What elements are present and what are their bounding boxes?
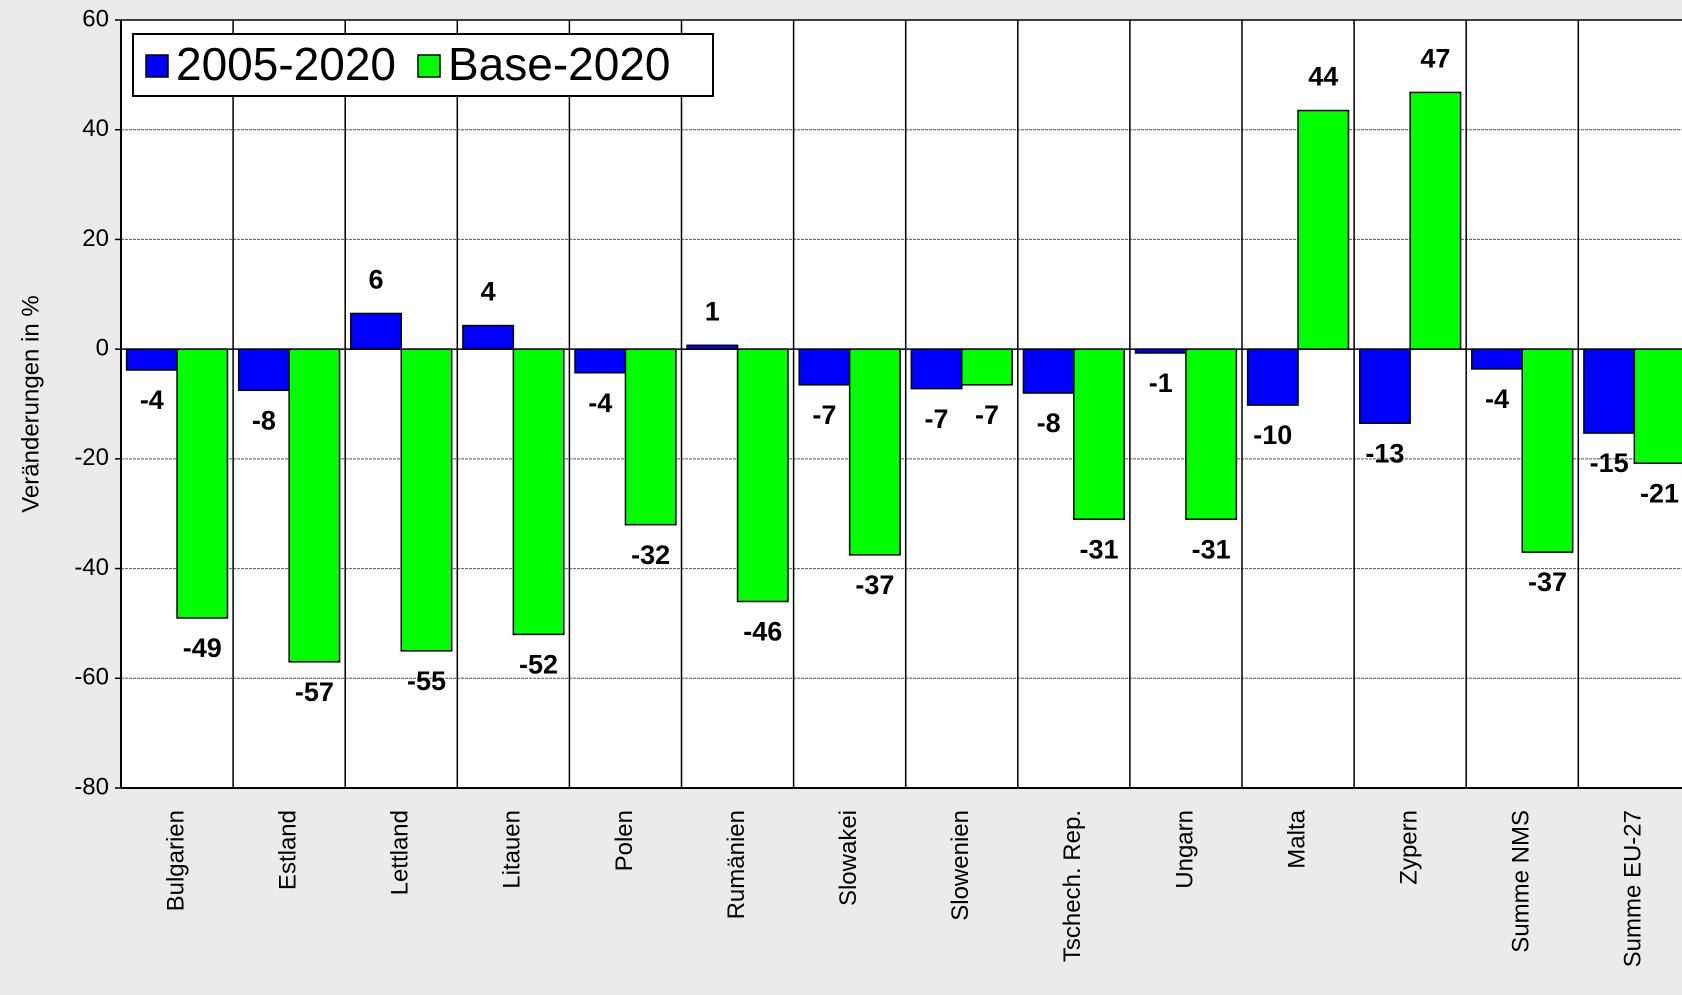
- data-label: -31: [1192, 534, 1231, 564]
- x-tick-label: Slowakei: [835, 810, 862, 906]
- data-label: -10: [1253, 420, 1292, 450]
- data-label: -4: [1485, 384, 1509, 414]
- data-label: -7: [812, 400, 836, 430]
- bar: [1185, 348, 1238, 520]
- bar: [961, 348, 1013, 386]
- data-label: -7: [925, 404, 949, 434]
- bar: [1409, 91, 1462, 350]
- bar: [848, 348, 901, 556]
- data-label: -8: [1037, 408, 1061, 438]
- bar: [1022, 348, 1075, 394]
- x-tick-label: Slowenien: [947, 810, 974, 921]
- x-tick-label: Summe EU-27: [1620, 810, 1647, 967]
- data-label: 44: [1308, 62, 1338, 92]
- x-tick-label: Zypern: [1395, 810, 1422, 885]
- data-label: -52: [519, 650, 558, 680]
- bar: [1633, 348, 1682, 464]
- legend: 2005-2020 Base-2020: [132, 33, 714, 97]
- y-tick-label: -60: [74, 664, 109, 691]
- y-tick-label: -80: [74, 773, 109, 800]
- data-label: -31: [1080, 534, 1119, 564]
- data-label: -21: [1640, 478, 1679, 508]
- bar: [288, 348, 341, 663]
- y-tick-label: -20: [74, 444, 109, 471]
- bar: [237, 348, 290, 392]
- bar: [1358, 348, 1411, 424]
- bar: [176, 348, 229, 619]
- data-label: -4: [140, 385, 164, 415]
- x-tick-label: Rumänien: [723, 810, 750, 919]
- data-label: 1: [705, 296, 720, 326]
- bar: [624, 348, 677, 526]
- bar: [1521, 348, 1574, 553]
- legend-swatch: [417, 54, 441, 78]
- legend-label: 2005-2020: [176, 38, 396, 90]
- bar: [350, 312, 402, 350]
- bar: [798, 348, 851, 386]
- data-label: -37: [1528, 567, 1567, 597]
- bar: [400, 348, 453, 652]
- legend-swatch: [145, 54, 169, 78]
- y-axis-title: Veränderungen in %: [17, 295, 44, 513]
- y-tick-label: 60: [82, 5, 109, 32]
- bar: [1073, 348, 1126, 520]
- bar: [512, 348, 565, 636]
- data-label: -32: [631, 540, 670, 570]
- y-tick-label: 20: [82, 225, 109, 252]
- data-label: -7: [975, 400, 999, 430]
- legend-label: Base-2020: [448, 38, 671, 90]
- y-tick-label: -40: [74, 554, 109, 581]
- x-tick-label: Litauen: [499, 810, 526, 889]
- data-label: -57: [295, 677, 334, 707]
- data-label: -1: [1149, 368, 1173, 398]
- x-tick-label: Tschech. Rep.: [1059, 810, 1086, 962]
- data-label: 47: [1420, 44, 1450, 74]
- x-tick-label: Malta: [1283, 809, 1310, 868]
- bar: [1297, 109, 1350, 350]
- y-tick-label: 0: [96, 334, 109, 361]
- bar: [1471, 348, 1524, 370]
- bar: [574, 348, 627, 374]
- data-label: -37: [855, 570, 894, 600]
- bar: [462, 324, 515, 350]
- data-label: -49: [183, 633, 222, 663]
- bar: [125, 348, 178, 371]
- x-tick-label: Ungarn: [1171, 810, 1198, 889]
- x-tick-label: Summe NMS: [1508, 810, 1535, 953]
- bar: [736, 348, 789, 603]
- data-label: -13: [1365, 438, 1404, 468]
- data-label: 6: [369, 265, 384, 295]
- data-label: 4: [481, 277, 496, 307]
- data-label: -4: [588, 388, 612, 418]
- data-label: -15: [1590, 448, 1629, 478]
- data-label: -46: [743, 617, 782, 647]
- x-tick-label: Lettland: [387, 810, 414, 895]
- x-tick-label: Bulgarien: [162, 810, 189, 911]
- bar: [1246, 348, 1299, 406]
- y-tick-label: 40: [82, 115, 109, 142]
- x-tick-label: Estland: [274, 810, 301, 890]
- data-label: -55: [407, 666, 446, 696]
- bar: [910, 348, 963, 390]
- bar: [1583, 348, 1636, 434]
- x-tick-label: Polen: [611, 810, 638, 871]
- data-label: -8: [252, 405, 276, 435]
